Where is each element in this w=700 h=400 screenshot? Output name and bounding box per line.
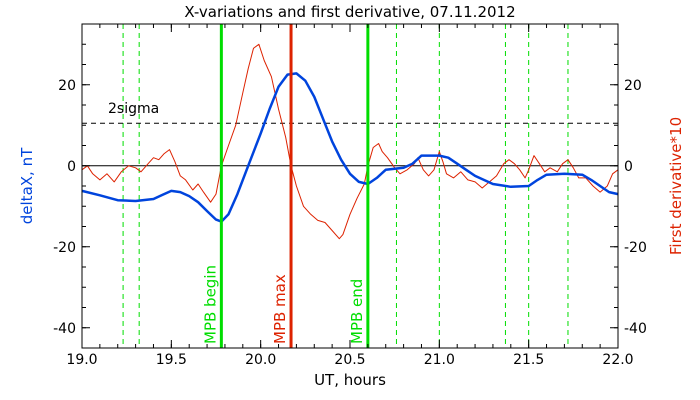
y-tick-label-right: 0 — [624, 159, 633, 175]
y-tick-label-right: -20 — [624, 240, 647, 256]
x-axis-label: UT, hours — [314, 371, 386, 389]
y-tick-label-right: -40 — [624, 321, 647, 337]
x-tick-label: 21.0 — [424, 352, 455, 368]
mpb-marker-label: MPB max — [271, 274, 289, 344]
x-tick-label: 20.5 — [334, 352, 365, 368]
x-tick-label: 21.5 — [513, 352, 544, 368]
x-tick-label: 19.0 — [66, 352, 97, 368]
series-first-derivative — [81, 43, 619, 240]
series-layer — [81, 43, 619, 240]
chart-title: X-variations and first derivative, 07.11… — [184, 3, 515, 21]
mpb-markers: MPB begin MPB max MPB end — [201, 24, 370, 348]
y-axis-label-left: deltaX, nT — [18, 147, 36, 224]
series-deltax — [81, 72, 619, 223]
y-tick-label-left: -40 — [53, 321, 76, 337]
y-tick-label-left: 0 — [67, 159, 76, 175]
x-tick-label: 22.0 — [602, 352, 633, 368]
y-tick-label-left: 20 — [58, 78, 76, 94]
axis-ticks: 19.0 19.5 20.0 20.5 21.0 21.5 22.0 -40 -40 -20 -20… — [53, 23, 647, 368]
mpb-marker-label: MPB end — [348, 279, 366, 344]
mpb-marker-label: MPB begin — [201, 265, 219, 344]
y-axis-label-right: First derivative*10 — [667, 117, 685, 255]
y-tick-label-right: 20 — [624, 78, 642, 94]
x-tick-label: 19.5 — [156, 352, 187, 368]
sigma-label: 2sigma — [108, 101, 159, 117]
y-tick-label-left: -20 — [53, 240, 76, 256]
x-tick-label: 20.0 — [245, 352, 276, 368]
